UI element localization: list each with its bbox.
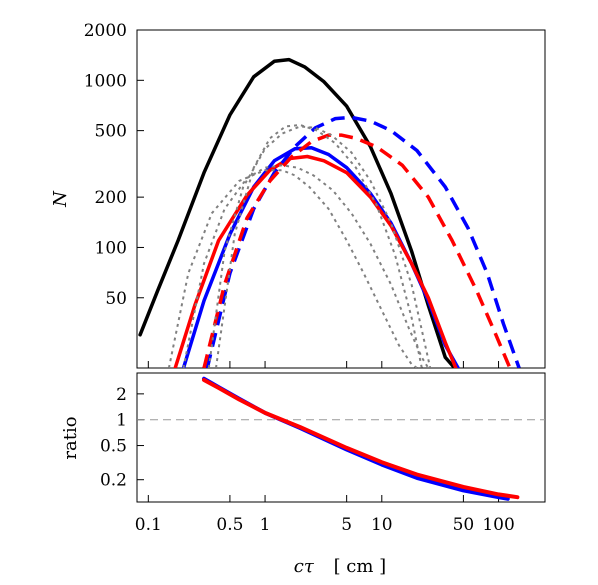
top-series-line	[138, 57, 457, 368]
top-y-tick-label: 50	[105, 289, 127, 309]
x-tick-label: 50	[453, 515, 475, 535]
bottom-y-tick-label: 0.5	[100, 437, 127, 457]
top-plot-frame	[136, 29, 546, 369]
bottom-y-ticks: 0.2 0.5 1 2	[100, 385, 500, 502]
top-y-axis-title: N	[50, 190, 71, 208]
top-series-line	[173, 154, 458, 368]
top-y-tick-label: 1000	[84, 71, 127, 91]
bottom-y-tick-label: 1	[116, 411, 127, 431]
x-axis-ticks: 0.1 0.5 1 5 10 50 100	[135, 515, 515, 535]
top-panel: 50 100 200 500 1000 2000	[84, 21, 546, 369]
bottom-y-tick-label: 0.2	[100, 471, 127, 491]
x-tick-label: 5	[341, 515, 352, 535]
top-y-tick-label: 100	[95, 238, 127, 258]
bottom-series-line	[202, 376, 510, 501]
top-y-ticks: 50 100 200 500 1000 2000	[84, 21, 500, 368]
top-series-line	[207, 125, 432, 368]
bottom-y-tick-label: 2	[116, 385, 127, 405]
bottom-panel: 0.2 0.5 1 2	[100, 372, 546, 503]
x-tick-label: 0.1	[135, 515, 162, 535]
x-axis-symbol: cτ	[294, 556, 315, 577]
x-axis-title: cτ [ cm ]	[294, 556, 386, 577]
bottom-series-line	[202, 378, 520, 500]
bottom-series-group	[137, 376, 545, 501]
x-tick-label: 100	[482, 515, 514, 535]
x-tick-label: 1	[260, 515, 271, 535]
top-series-line	[182, 164, 430, 368]
x-tick-label: 0.5	[216, 515, 243, 535]
top-series-line	[215, 124, 423, 368]
top-series-line	[167, 169, 418, 368]
x-tick-label: 10	[371, 515, 393, 535]
top-series-line	[205, 115, 521, 368]
top-series-group	[138, 57, 521, 368]
x-axis-unit: [ cm ]	[334, 556, 387, 577]
top-y-tick-label: 2000	[84, 21, 127, 41]
bottom-y-axis-title: ratio	[60, 416, 81, 459]
top-series-line	[202, 133, 512, 368]
top-y-tick-label: 500	[95, 122, 127, 142]
top-y-tick-label: 200	[95, 188, 127, 208]
bottom-plot-frame	[136, 372, 546, 503]
